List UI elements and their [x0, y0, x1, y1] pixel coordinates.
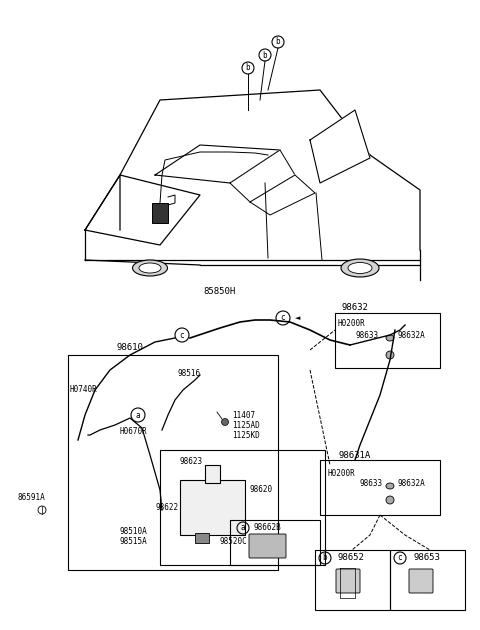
Text: c: c [281, 314, 285, 323]
Ellipse shape [341, 259, 379, 277]
Text: 98631A: 98631A [339, 452, 371, 461]
Text: 98622: 98622 [155, 503, 178, 512]
Text: 98632A: 98632A [398, 479, 426, 488]
Text: H0200R: H0200R [338, 319, 366, 328]
Polygon shape [310, 110, 370, 183]
Ellipse shape [348, 263, 372, 273]
Text: b: b [276, 38, 280, 47]
Ellipse shape [139, 263, 161, 273]
Text: 85850H: 85850H [204, 287, 236, 297]
Text: 86591A: 86591A [18, 493, 46, 501]
Polygon shape [250, 175, 315, 215]
Circle shape [386, 351, 394, 359]
Polygon shape [85, 175, 200, 245]
FancyBboxPatch shape [409, 569, 433, 593]
Ellipse shape [132, 260, 168, 276]
Text: 1125AD: 1125AD [232, 420, 260, 430]
Ellipse shape [386, 483, 394, 489]
Text: b: b [246, 64, 250, 72]
Text: a: a [240, 524, 245, 532]
Text: b: b [323, 554, 327, 563]
Text: 98510A: 98510A [120, 527, 148, 537]
FancyBboxPatch shape [336, 569, 360, 593]
Circle shape [386, 496, 394, 504]
Text: 98652: 98652 [338, 554, 365, 563]
Text: 98632A: 98632A [398, 331, 426, 340]
Text: a: a [136, 411, 140, 420]
Text: 98515A: 98515A [120, 537, 148, 546]
Text: 98620: 98620 [250, 486, 273, 495]
Bar [205, 465, 220, 483]
Text: 98633: 98633 [355, 331, 378, 340]
Text: 98610: 98610 [117, 343, 144, 353]
Polygon shape [230, 150, 295, 202]
Text: 98623: 98623 [180, 457, 203, 466]
Text: c: c [398, 554, 402, 563]
Bar [320, 460, 440, 515]
Bar [335, 313, 440, 368]
Bar [152, 203, 168, 223]
Text: 98632: 98632 [342, 304, 369, 312]
Text: 98633: 98633 [360, 479, 383, 488]
Bar [195, 533, 209, 543]
Text: H0670R: H0670R [120, 428, 148, 437]
Text: 98516: 98516 [178, 369, 201, 377]
Text: ◄: ◄ [295, 315, 300, 321]
Text: 11407: 11407 [232, 411, 255, 420]
Text: 98662B: 98662B [253, 524, 281, 532]
FancyBboxPatch shape [249, 534, 286, 558]
Ellipse shape [386, 335, 394, 341]
Bar [315, 550, 390, 610]
Text: b: b [263, 50, 267, 59]
Text: 98653: 98653 [413, 554, 440, 563]
Text: H0740R: H0740R [70, 386, 98, 394]
Text: c: c [180, 331, 184, 340]
Bar [68, 355, 278, 570]
Polygon shape [155, 145, 280, 183]
Text: 98520C: 98520C [220, 537, 248, 546]
Text: H0200R: H0200R [328, 469, 356, 478]
Text: 1125KD: 1125KD [232, 430, 260, 440]
Bar [390, 550, 465, 610]
Bar [230, 520, 320, 565]
Bar [180, 480, 245, 535]
Bar [160, 450, 325, 565]
Circle shape [221, 418, 228, 425]
